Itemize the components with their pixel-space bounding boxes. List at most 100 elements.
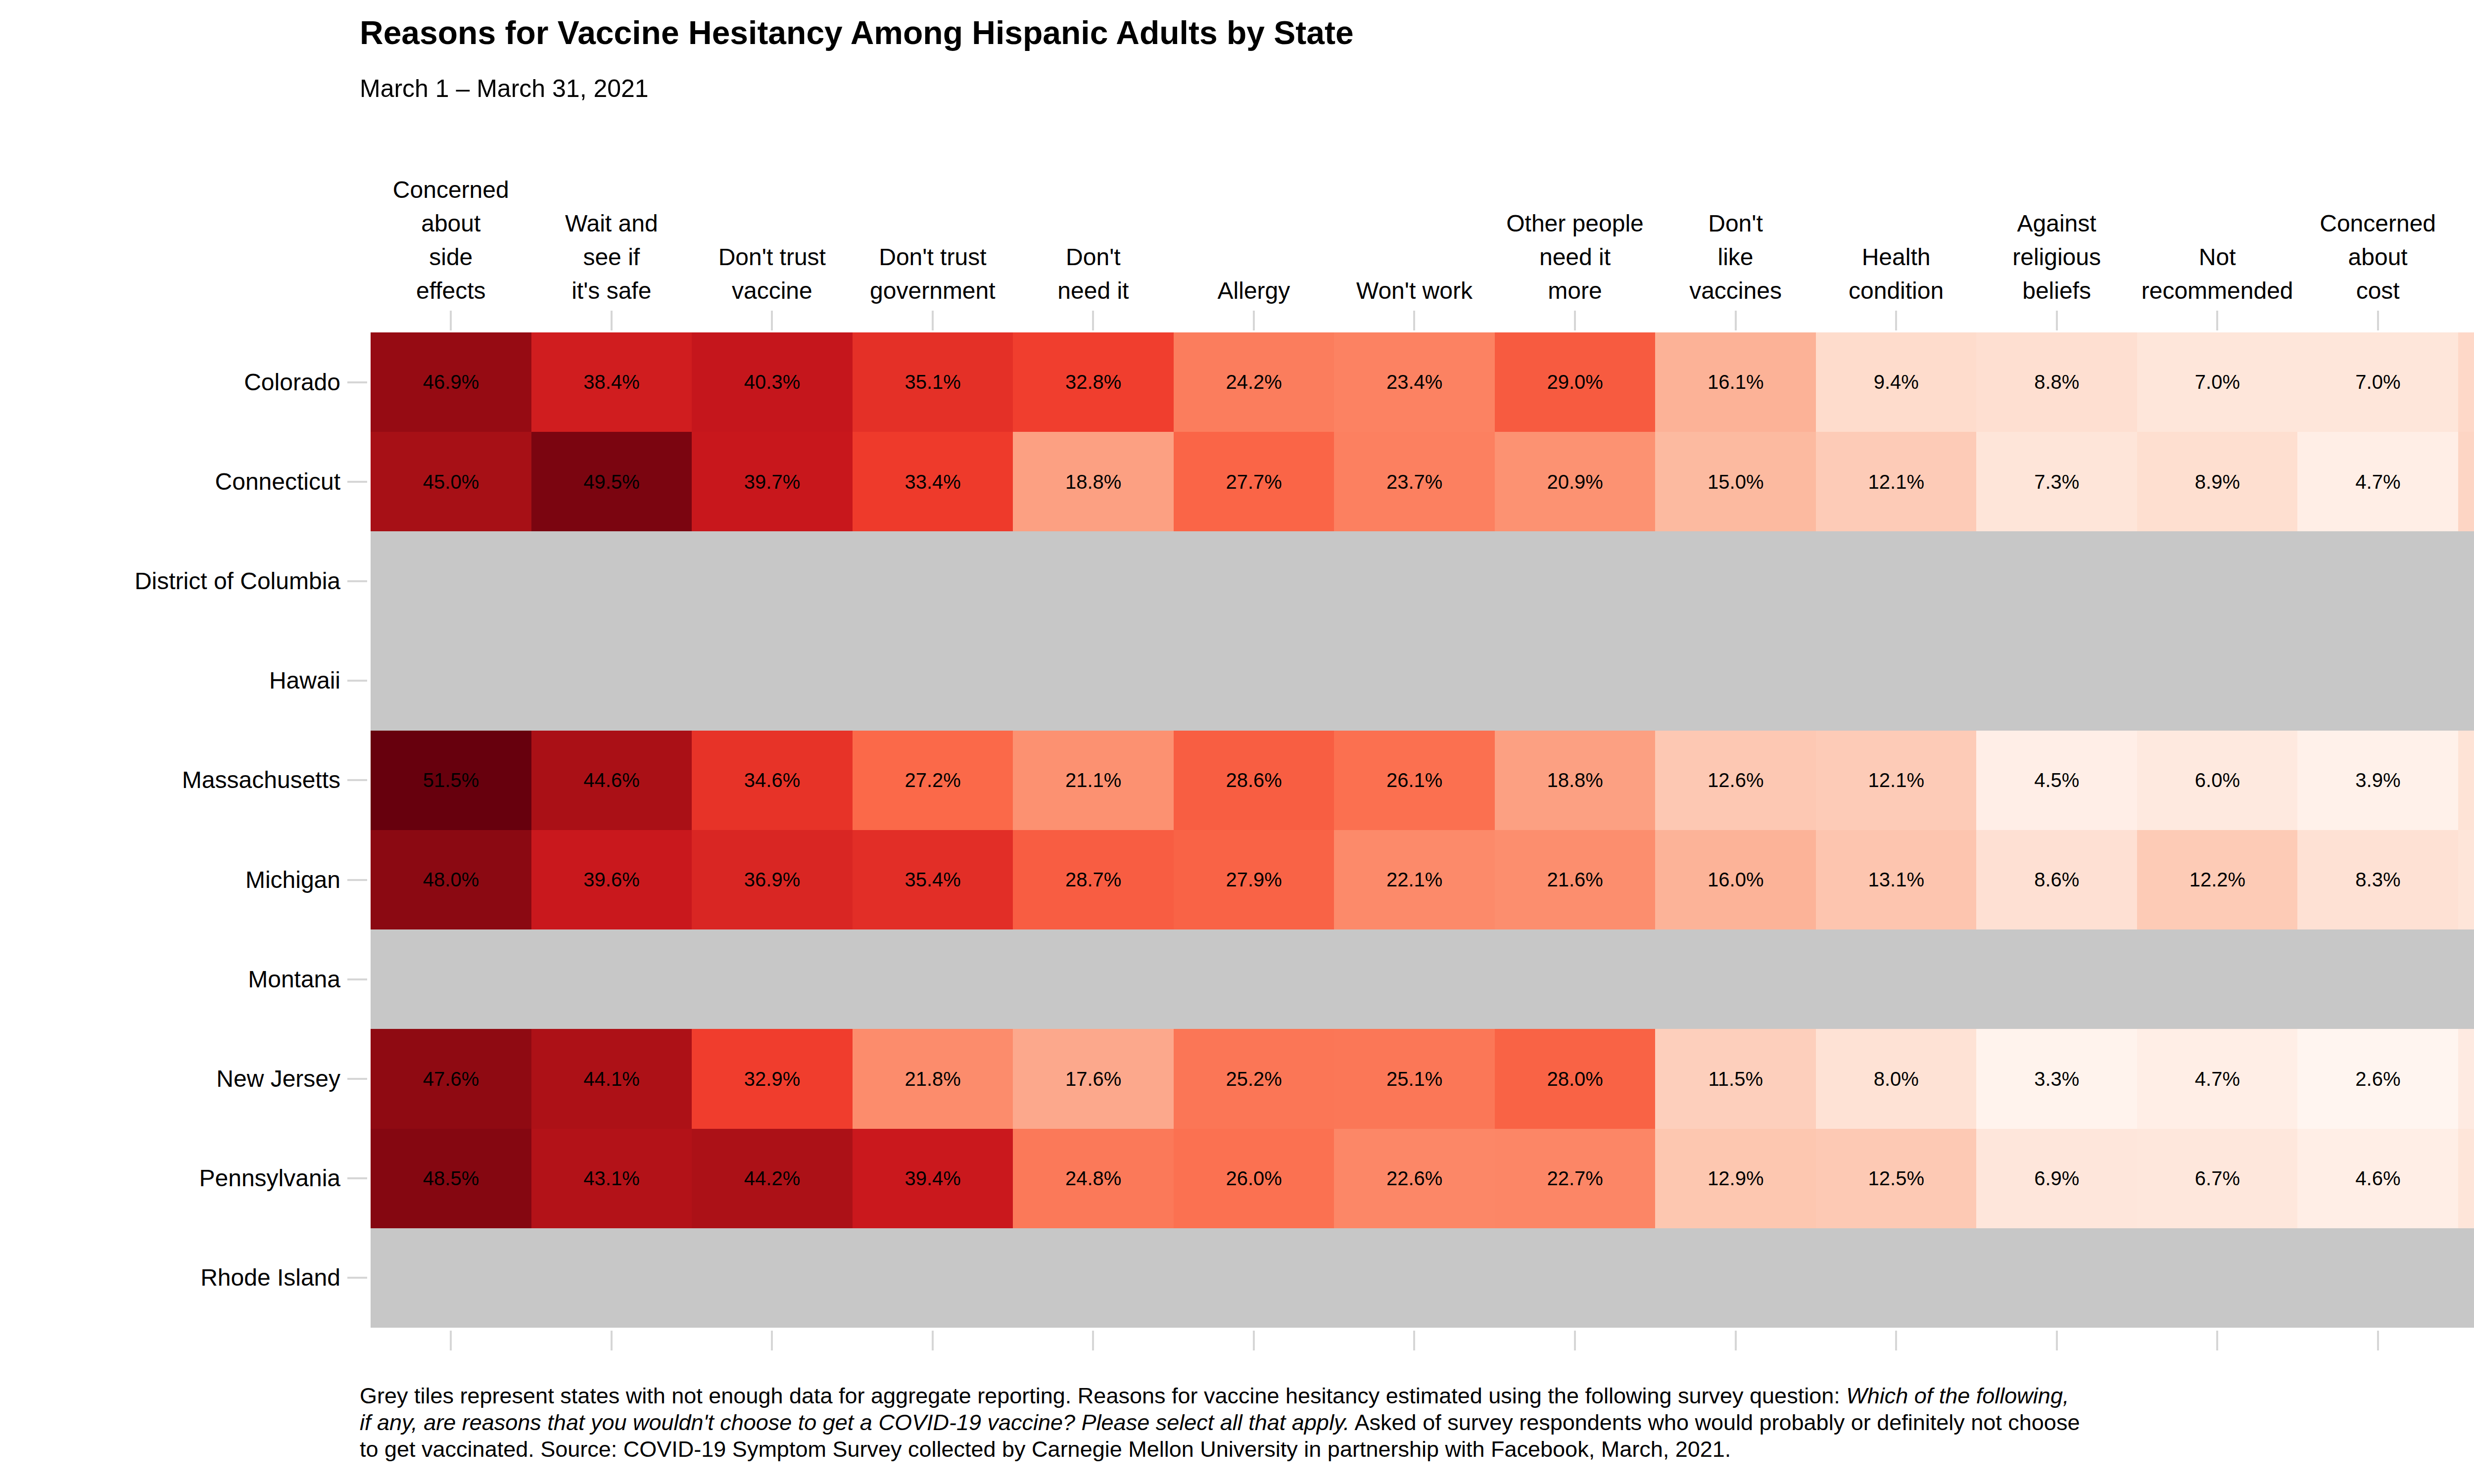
heatmap-cell: 21.6% bbox=[1495, 830, 1656, 930]
heatmap-cell: 45.0% bbox=[371, 432, 531, 532]
axis-tick bbox=[771, 1331, 773, 1350]
heatmap-cell: 4.6% bbox=[2297, 1129, 2458, 1229]
heatmap-cell: 4.7% bbox=[2297, 432, 2458, 532]
heatmap-cell: 21.1% bbox=[1013, 731, 1174, 831]
axis-tick bbox=[932, 1331, 934, 1350]
axis-tick bbox=[347, 481, 367, 483]
axis-tick bbox=[1092, 1331, 1094, 1350]
heatmap-cell: 25.1% bbox=[1334, 1029, 1495, 1129]
heatmap-cell: 29.0% bbox=[1495, 332, 1656, 432]
axis-tick bbox=[2056, 1331, 2058, 1350]
column-header: Pregnancy bbox=[2415, 60, 2474, 308]
heatmap-cell: 39.6% bbox=[531, 830, 692, 930]
heatmap-cell: 8.0% bbox=[1816, 1029, 1977, 1129]
heatmap-cell: 12.9% bbox=[1655, 1129, 1816, 1229]
heatmap-cell: 6.0% bbox=[2137, 731, 2298, 831]
heatmap-cell: 38.4% bbox=[531, 332, 692, 432]
heatmap-cell: 13.1% bbox=[1816, 830, 1977, 930]
row-label: Connecticut bbox=[49, 467, 340, 497]
heatmap-cell: 18.8% bbox=[1495, 731, 1656, 831]
axis-tick bbox=[611, 311, 613, 330]
axis-tick bbox=[2056, 311, 2058, 330]
row-label: Rhode Island bbox=[49, 1263, 340, 1293]
heatmap-cell: 24.2% bbox=[1174, 332, 1334, 432]
heatmap-cell: 15.0% bbox=[1655, 432, 1816, 532]
no-data-row bbox=[371, 1228, 2474, 1328]
heatmap-cell: 3.9% bbox=[2297, 731, 2458, 831]
heatmap-cell: 27.7% bbox=[1174, 432, 1334, 532]
axis-tick bbox=[1735, 311, 1737, 330]
heatmap-cell: 4.7% bbox=[2137, 1029, 2298, 1129]
heatmap-cell: 16.0% bbox=[1655, 830, 1816, 930]
heatmap-cell: 12.6% bbox=[1655, 731, 1816, 831]
chart-title: Reasons for Vaccine Hesitancy Among Hisp… bbox=[360, 14, 1354, 51]
heatmap-cell: 23.7% bbox=[1334, 432, 1495, 532]
heatmap-cell: 8.9% bbox=[2137, 432, 2298, 532]
heatmap-cell: 28.0% bbox=[1495, 1029, 1656, 1129]
heatmap-cell: 44.1% bbox=[531, 1029, 692, 1129]
axis-tick bbox=[1574, 1331, 1576, 1350]
heatmap-cell: 8.6% bbox=[1976, 830, 2137, 930]
heatmap-cell: 11.5% bbox=[1655, 1029, 1816, 1129]
heatmap-cell: 48.0% bbox=[371, 830, 531, 930]
footnote-survey-question: if any, are reasons that you wouldn't ch… bbox=[360, 1410, 1350, 1435]
heatmap-cell: 25.2% bbox=[1174, 1029, 1334, 1129]
axis-tick bbox=[347, 1078, 367, 1080]
heatmap-cell: 6.9% bbox=[1976, 1129, 2137, 1229]
heatmap-cell: 35.4% bbox=[853, 830, 1013, 930]
row-label: New Jersey bbox=[49, 1064, 340, 1094]
no-data-row bbox=[371, 531, 2474, 631]
axis-tick bbox=[347, 978, 367, 980]
heatmap-cell: 40.3% bbox=[692, 332, 853, 432]
heatmap-cell: 36.9% bbox=[692, 830, 853, 930]
heatmap-cell: 7.0% bbox=[2137, 332, 2298, 432]
heatmap-cell: 20.9% bbox=[1495, 432, 1656, 532]
axis-tick bbox=[347, 1177, 367, 1179]
heatmap-cell: 46.9% bbox=[371, 332, 531, 432]
footnote-text: Asked of survey respondents who would pr… bbox=[1350, 1410, 2080, 1435]
axis-tick bbox=[1253, 1331, 1255, 1350]
footnote-line: if any, are reasons that you wouldn't ch… bbox=[360, 1409, 2080, 1436]
heatmap-cell: 48.5% bbox=[371, 1129, 531, 1229]
axis-tick bbox=[1253, 311, 1255, 330]
heatmap-cell: 2.6% bbox=[2297, 1029, 2458, 1129]
heatmap-cell: 27.2% bbox=[853, 731, 1013, 831]
axis-tick bbox=[347, 680, 367, 682]
axis-tick bbox=[932, 311, 934, 330]
heatmap-cell: 7.2% bbox=[2458, 830, 2474, 930]
heatmap-cell: 12.5% bbox=[1816, 1129, 1977, 1229]
footnote-text: Grey tiles represent states with not eno… bbox=[360, 1383, 1846, 1408]
axis-tick bbox=[2377, 1331, 2379, 1350]
axis-tick bbox=[1895, 1331, 1897, 1350]
axis-tick bbox=[1735, 1331, 1737, 1350]
row-label: District of Columbia bbox=[49, 566, 340, 596]
heatmap-cell: 23.4% bbox=[1334, 332, 1495, 432]
heatmap-cell: 7.8% bbox=[2458, 731, 2474, 831]
heatmap-cell: 44.6% bbox=[531, 731, 692, 831]
heatmap-cell: 49.5% bbox=[531, 432, 692, 532]
footnote: Grey tiles represent states with not eno… bbox=[360, 1383, 2080, 1463]
heatmap-cell: 51.5% bbox=[371, 731, 531, 831]
heatmap-cell: 7.3% bbox=[1976, 432, 2137, 532]
heatmap-cell: 26.0% bbox=[1174, 1129, 1334, 1229]
heatmap-cell: 24.8% bbox=[1013, 1129, 1174, 1229]
heatmap-cell: 9.4% bbox=[1816, 332, 1977, 432]
axis-tick bbox=[1895, 311, 1897, 330]
heatmap-cell: 6.7% bbox=[2137, 1129, 2298, 1229]
heatmap-cell: 18.8% bbox=[1013, 432, 1174, 532]
axis-tick bbox=[1574, 311, 1576, 330]
heatmap-cell: 32.9% bbox=[692, 1029, 853, 1129]
heatmap-cell: 39.4% bbox=[853, 1129, 1013, 1229]
footnote-line: to get vaccinated. Source: COVID-19 Symp… bbox=[360, 1436, 2080, 1463]
axis-tick bbox=[450, 1331, 452, 1350]
heatmap-cell: 43.1% bbox=[531, 1129, 692, 1229]
axis-tick bbox=[1092, 311, 1094, 330]
axis-tick bbox=[347, 879, 367, 881]
heatmap-cell: 33.4% bbox=[853, 432, 1013, 532]
heatmap-cell: 8.3% bbox=[2297, 830, 2458, 930]
row-label: Montana bbox=[49, 965, 340, 994]
heatmap-cell: 28.7% bbox=[1013, 830, 1174, 930]
heatmap-cell: 32.8% bbox=[1013, 332, 1174, 432]
row-label: Massachusetts bbox=[49, 765, 340, 795]
axis-tick bbox=[1413, 311, 1415, 330]
